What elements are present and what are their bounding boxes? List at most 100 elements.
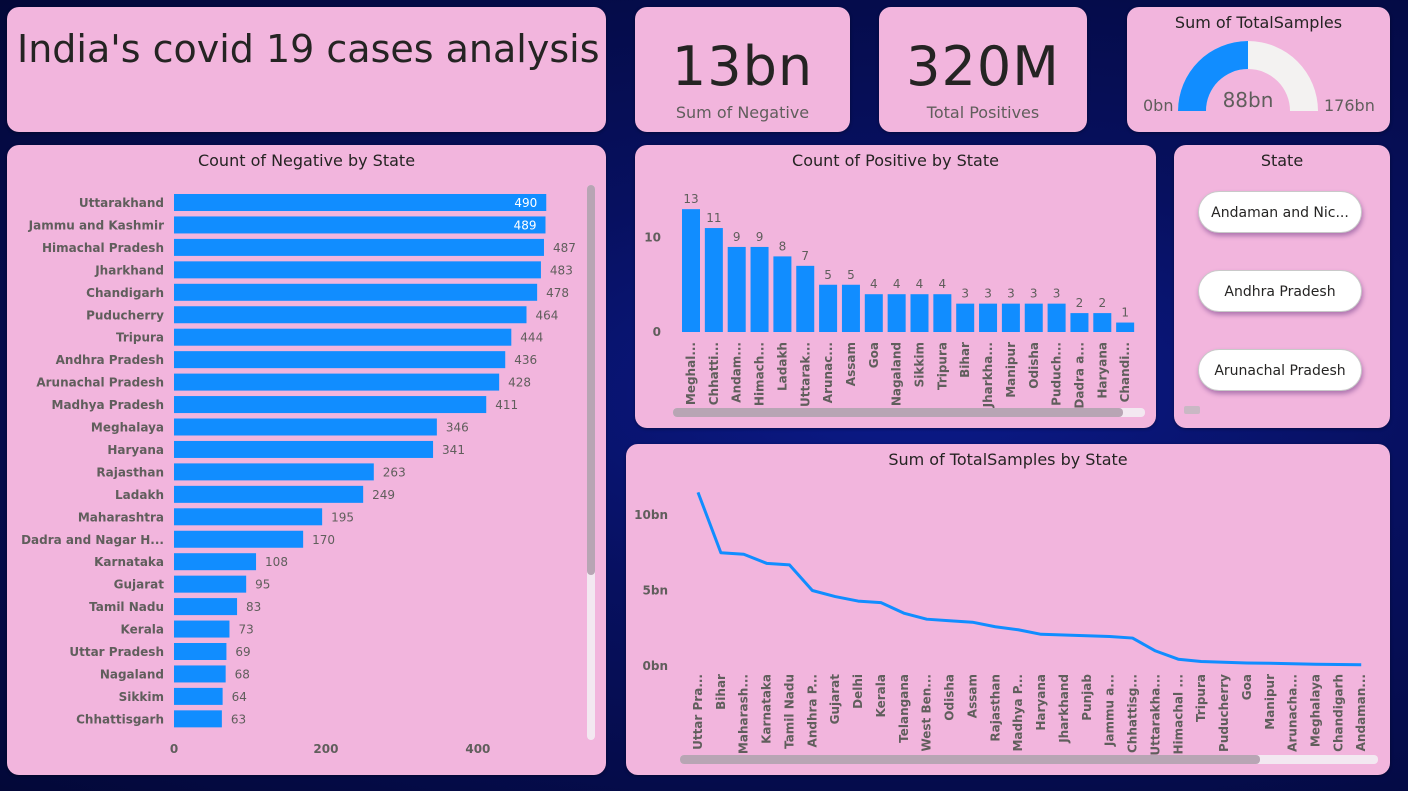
positive-category-label: Dadra a... [1072, 342, 1086, 409]
negative-state-label: Madhya Pradesh [52, 398, 165, 412]
negative-state-label: Tripura [116, 331, 164, 345]
positive-bar[interactable] [933, 294, 952, 332]
positive-bar[interactable] [750, 246, 769, 332]
negative-data-label: 170 [312, 533, 335, 547]
kpi-negative-card[interactable]: 13bn Sum of Negative [635, 7, 850, 132]
gauge-title: Sum of TotalSamples [1174, 13, 1343, 32]
negative-chart-scroll-thumb[interactable] [587, 185, 595, 575]
positive-category-label: Uttarak... [798, 342, 812, 407]
samples-chart-card[interactable]: Sum of TotalSamples by State 0bn 5bn 10bn U… [626, 444, 1390, 775]
negative-state-label: Puducherry [86, 308, 164, 322]
kpi-positive-label: Total Positives [926, 103, 1040, 122]
positive-chart-card[interactable]: Count of Positive by State 0 10 13 Meghal..… [635, 145, 1156, 428]
negative-bar[interactable] [174, 643, 227, 660]
negative-bar[interactable] [174, 261, 541, 279]
negative-bar[interactable] [174, 710, 222, 728]
negative-bar[interactable] [174, 216, 546, 234]
samples-category-label: Bihar [714, 674, 728, 710]
samples-category-label: Tripura [1194, 674, 1208, 722]
positive-data-label: 9 [756, 230, 764, 244]
samples-line[interactable] [696, 491, 1362, 667]
samples-category-label: Tamil Nadu [782, 674, 796, 749]
kpi-negative-label: Sum of Negative [675, 103, 810, 122]
positive-bar[interactable] [864, 294, 883, 332]
positive-bar[interactable] [887, 294, 906, 332]
samples-category-label: Uttarakha... [1148, 674, 1162, 756]
negative-bar[interactable] [174, 620, 230, 638]
negative-bar[interactable] [174, 283, 538, 301]
negative-data-label: 64 [232, 690, 247, 704]
negative-bar[interactable] [174, 598, 238, 616]
positive-bar[interactable] [1001, 303, 1020, 332]
positive-y-tick: 10 [644, 231, 661, 245]
positive-bar[interactable] [1047, 303, 1066, 332]
positive-bar[interactable] [979, 303, 998, 332]
positive-bar[interactable] [910, 294, 929, 332]
gauge-fill [1178, 41, 1248, 111]
negative-bar[interactable] [174, 665, 226, 683]
negative-chart-scrollbar[interactable] [587, 185, 595, 740]
samples-chart-scrollbar[interactable] [680, 755, 1378, 764]
negative-bar[interactable] [174, 575, 247, 593]
positive-chart-scrollbar[interactable] [673, 408, 1145, 417]
negative-bar[interactable] [174, 530, 304, 548]
negative-bar[interactable] [174, 418, 437, 436]
positive-bar[interactable] [1093, 313, 1112, 332]
slicer-item-arunachal-pradesh[interactable]: Arunachal Pradesh [1198, 349, 1362, 391]
negative-bar[interactable] [174, 687, 223, 705]
negative-bar[interactable] [174, 485, 364, 503]
positive-bar[interactable] [704, 228, 723, 332]
positive-bar[interactable] [727, 246, 746, 332]
slicer-scroll-thumb[interactable] [1184, 406, 1200, 414]
samples-category-label: Andaman... [1354, 674, 1368, 751]
positive-category-label: Jharkha... [981, 342, 995, 408]
negative-bar[interactable] [174, 373, 500, 391]
negative-bar[interactable] [174, 396, 487, 414]
positive-bar[interactable] [956, 303, 975, 332]
negative-x-tick: 200 [313, 742, 338, 756]
negative-bar[interactable] [174, 463, 374, 481]
negative-bar[interactable] [174, 508, 323, 526]
positive-category-label: Himach... [753, 342, 767, 406]
positive-data-label: 9 [733, 230, 741, 244]
positive-category-label: Bihar [958, 342, 972, 378]
negative-state-label: Rajasthan [96, 465, 164, 479]
positive-bar[interactable] [841, 284, 860, 332]
positive-bar[interactable] [1070, 313, 1089, 332]
negative-data-label: 411 [495, 398, 518, 412]
kpi-positive-card[interactable]: 320M Total Positives [879, 7, 1087, 132]
negative-bar[interactable] [174, 194, 547, 211]
samples-category-label: Rajasthan [988, 674, 1002, 742]
slicer-item-andhra-pradesh[interactable]: Andhra Pradesh [1198, 270, 1362, 312]
samples-category-label: Uttar Pra... [691, 674, 705, 750]
negative-data-label: 478 [546, 286, 569, 300]
negative-bar[interactable] [174, 553, 257, 571]
positive-chart-scroll-thumb[interactable] [673, 408, 1123, 417]
negative-data-label: 444 [520, 331, 543, 345]
positive-bar[interactable] [682, 209, 700, 332]
positive-bar[interactable] [819, 284, 838, 332]
gauge-value-label: 88bn [1223, 88, 1274, 112]
samples-category-label: Chandigarh [1331, 674, 1345, 752]
slicer-item-andaman[interactable]: Andaman and Nic... [1198, 191, 1362, 233]
negative-bar[interactable] [174, 306, 527, 324]
negative-chart-card[interactable]: Count of Negative by State Uttarakhand 49… [7, 145, 606, 775]
positive-category-label: Chhatti... [707, 342, 721, 405]
samples-chart-scroll-thumb[interactable] [680, 755, 1260, 764]
negative-data-label: 263 [383, 465, 406, 479]
negative-bar[interactable] [174, 440, 434, 458]
negative-state-label: Haryana [107, 443, 164, 457]
negative-data-label: 195 [331, 510, 354, 524]
positive-bar[interactable] [796, 265, 815, 332]
negative-bar[interactable] [174, 351, 506, 369]
samples-category-label: Arunacha... [1286, 674, 1300, 752]
negative-bar[interactable] [174, 238, 544, 256]
positive-bar[interactable] [1024, 303, 1043, 332]
positive-bar[interactable] [773, 256, 792, 332]
positive-bar[interactable] [1116, 322, 1135, 332]
negative-bar[interactable] [174, 328, 512, 346]
positive-chart-title: Count of Positive by State [792, 151, 999, 170]
samples-chart-title: Sum of TotalSamples by State [888, 450, 1128, 469]
positive-data-label: 4 [893, 277, 901, 291]
gauge-card[interactable]: Sum of TotalSamples 0bn 176bn 88bn [1127, 7, 1390, 132]
